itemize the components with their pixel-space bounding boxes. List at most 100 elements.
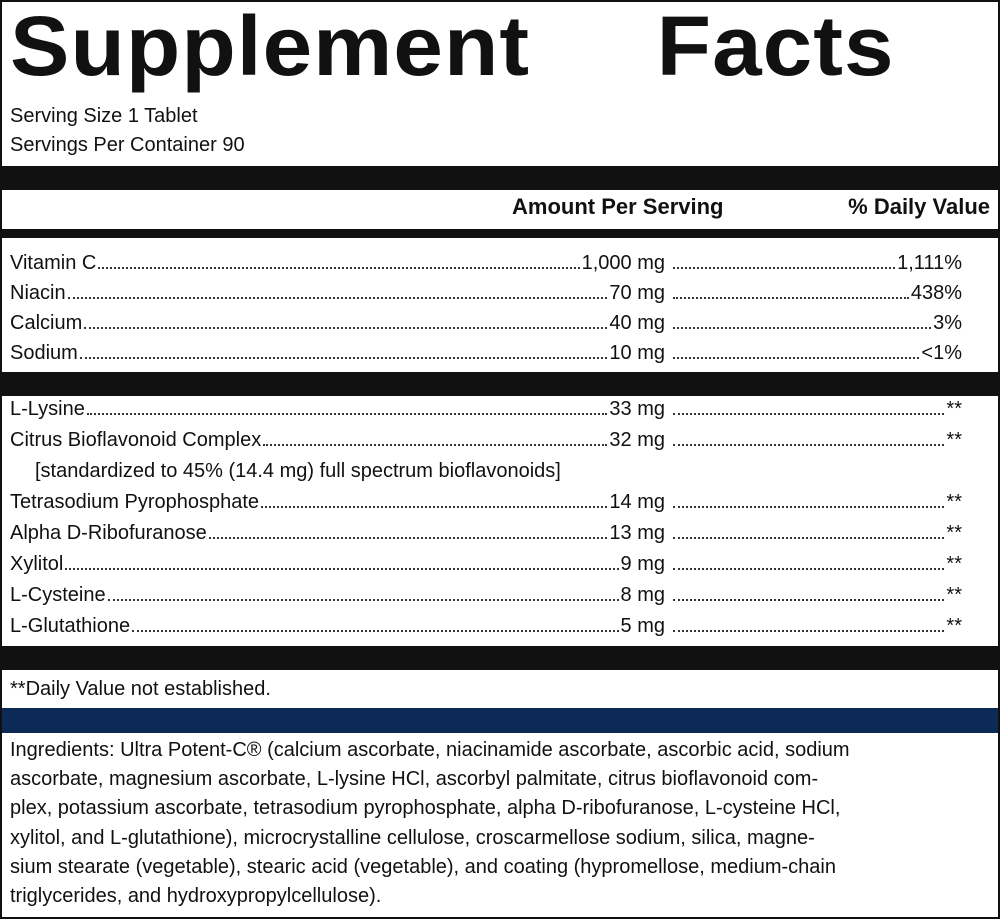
amount: 13 mg [609, 522, 665, 544]
leader [208, 520, 608, 539]
leader [65, 551, 619, 570]
facts-row: Calcium 40 mg 3% [10, 310, 962, 336]
daily-value: ** [946, 491, 962, 513]
facts-row: Niacin 70 mg 438% [10, 280, 962, 306]
leader [673, 520, 945, 539]
ingredient-name: Vitamin C [10, 252, 97, 274]
serving-size: Serving Size 1 Tablet [10, 105, 198, 127]
leader [263, 427, 608, 446]
amount: 70 mg [609, 282, 665, 304]
leader [86, 396, 608, 415]
divider [2, 166, 998, 190]
ingredient-name: Xylitol [10, 553, 64, 575]
divider [2, 372, 998, 396]
amount-cell: Citrus Bioflavonoid Complex 32 mg [10, 427, 665, 453]
divider [2, 646, 998, 670]
ingredient-note: [standardized to 45% (14.4 mg) full spec… [35, 460, 561, 482]
ingredient-name: Tetrasodium Pyrophosphate [10, 491, 260, 513]
leader [673, 551, 945, 570]
leader [79, 340, 608, 359]
servings-per-container: Servings Per Container 90 [10, 134, 245, 156]
daily-value-cell: 3% [671, 310, 962, 336]
divider [2, 229, 998, 238]
leader [673, 582, 945, 601]
ingredient-name: Calcium [10, 312, 83, 334]
daily-value-cell: ** [671, 613, 962, 639]
ingredients-line: triglycerides, and hydroxypropylcellulos… [10, 885, 382, 908]
amount-cell: Calcium 40 mg [10, 310, 665, 336]
ingredient-name: Niacin [10, 282, 66, 304]
daily-value-cell: 438% [671, 280, 962, 306]
amount: 9 mg [620, 553, 665, 575]
ingredient-name: Alpha D-Ribofuranose [10, 522, 207, 544]
amount-cell: Sodium 10 mg [10, 340, 665, 366]
ingredient-name: Citrus Bioflavonoid Complex [10, 429, 262, 451]
leader [673, 427, 945, 446]
ingredient-name: L-Cysteine [10, 584, 106, 606]
ingredients-line: sium stearate (vegetable), stearic acid … [10, 855, 836, 878]
leader [673, 340, 920, 359]
ingredient-name: Sodium [10, 342, 78, 364]
daily-value-cell: ** [671, 551, 962, 577]
amount: 40 mg [609, 312, 665, 334]
amount-cell: Vitamin C 1,000 mg [10, 250, 665, 276]
column-header: Amount Per Serving [512, 194, 724, 219]
daily-value: 1,111% [897, 252, 962, 274]
amount: 33 mg [609, 398, 665, 420]
ingredients-line: Ingredients: Ultra Potent-C® (calcium as… [10, 739, 850, 761]
daily-value-cell: 1,111% [671, 250, 962, 276]
leader [84, 310, 608, 329]
leader [107, 582, 619, 601]
facts-row: Sodium 10 mg <1% [10, 340, 962, 366]
leader [98, 250, 580, 269]
leader [132, 613, 619, 632]
amount-cell: L-Cysteine 8 mg [10, 582, 665, 608]
ingredients: Ingredients: Ultra Potent-C® (calcium as… [10, 736, 850, 911]
facts-row: Vitamin C 1,000 mg 1,111% [10, 250, 962, 276]
divider [2, 708, 998, 733]
leader [673, 250, 896, 269]
daily-value-cell: ** [671, 520, 962, 546]
ingredient-name: L-Lysine [10, 398, 85, 420]
facts-row: Citrus Bioflavonoid Complex 32 mg ** [10, 427, 962, 453]
facts-row: Xylitol 9 mg ** [10, 551, 962, 577]
ingredients-line: xylitol, and L-glutathione), microcrysta… [10, 826, 815, 849]
daily-value: ** [946, 584, 962, 606]
amount: 10 mg [609, 342, 665, 364]
leader [673, 489, 945, 508]
facts-row: L-Lysine 33 mg ** [10, 396, 962, 422]
title: Supplement Facts [10, 0, 895, 93]
facts-row: L-Glutathione 5 mg ** [10, 613, 962, 639]
daily-value: ** [946, 429, 962, 451]
daily-value: ** [946, 522, 962, 544]
amount-cell: Alpha D-Ribofuranose 13 mg [10, 520, 665, 546]
daily-value-cell: ** [671, 582, 962, 608]
facts-row: Alpha D-Ribofuranose 13 mg ** [10, 520, 962, 546]
amount-cell: L-Lysine 33 mg [10, 396, 665, 422]
amount-cell: L-Glutathione 5 mg [10, 613, 665, 639]
daily-value-cell: ** [671, 489, 962, 515]
facts-row: Tetrasodium Pyrophosphate 14 mg ** [10, 489, 962, 515]
leader [673, 310, 932, 329]
daily-value-cell: ** [671, 427, 962, 453]
leader [673, 613, 945, 632]
amount: 8 mg [620, 584, 665, 606]
leader [673, 396, 945, 415]
amount-cell: Tetrasodium Pyrophosphate 14 mg [10, 489, 665, 515]
daily-value: ** [946, 398, 962, 420]
leader [673, 280, 909, 299]
amount: 32 mg [609, 429, 665, 451]
ingredients-line: ascorbate, magnesium ascorbate, L-lysine… [10, 768, 819, 791]
leader [261, 489, 608, 508]
ingredient-name: L-Glutathione [10, 615, 131, 637]
daily-value-cell: ** [671, 396, 962, 422]
facts-row: L-Cysteine 8 mg ** [10, 582, 962, 608]
daily-value: <1% [921, 342, 962, 364]
amount-cell: Niacin 70 mg [10, 280, 665, 306]
amount-cell: Xylitol 9 mg [10, 551, 665, 577]
amount: 5 mg [620, 615, 665, 637]
amount: 1,000 mg [581, 252, 665, 274]
leader [67, 280, 608, 299]
daily-value: 438% [910, 282, 962, 304]
